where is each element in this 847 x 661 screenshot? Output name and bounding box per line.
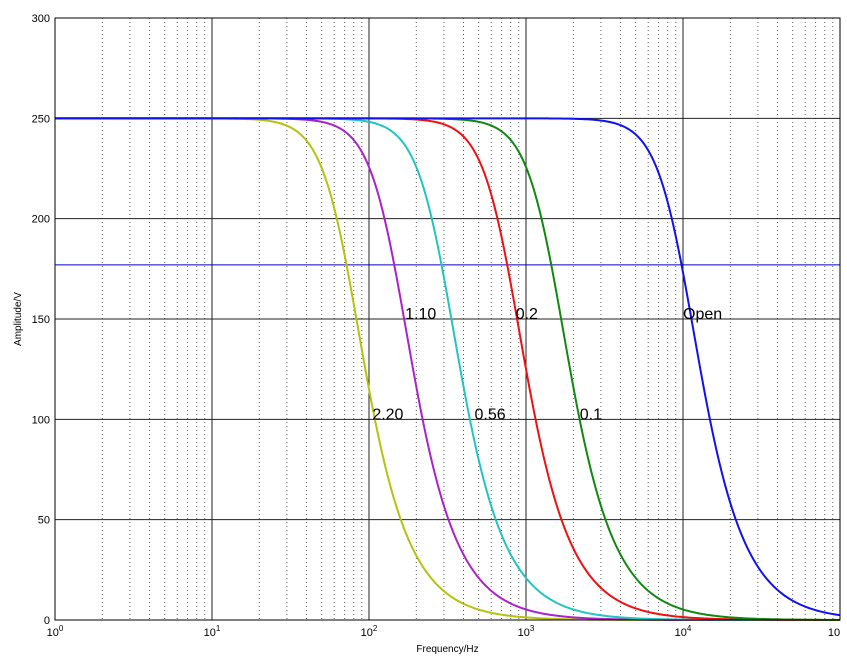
curve-label-1-10: 1.10: [405, 306, 436, 323]
series-layer: [55, 117, 841, 621]
curve-annotations: 2.20 1.10 0.56 0.2 0.1 Open: [372, 306, 722, 423]
series-line-Open: [55, 117, 841, 617]
x-tick-label: 102: [361, 624, 378, 639]
y-tick-label: 50: [38, 515, 50, 527]
y-tick-label: 0: [44, 615, 50, 627]
x-tick-label: 103: [518, 624, 535, 639]
y-tick-label: 100: [32, 414, 50, 426]
y-tick-label: 150: [32, 314, 50, 326]
plot-frame: [54, 17, 841, 621]
y-tick-label: 250: [32, 113, 50, 125]
curve-label-0-1: 0.1: [580, 406, 602, 423]
y-tick-label: 200: [32, 214, 50, 226]
curve-label-Open: Open: [683, 306, 722, 323]
x-tick-label: 10: [828, 627, 840, 639]
tick-labels: 0 50 100 150 200 250 300 100 101 102 103 104 10: [32, 13, 840, 639]
curve-label-0-2: 0.2: [516, 306, 538, 323]
x-tick-label: 101: [204, 624, 221, 639]
curve-label-2-20: 2.20: [372, 406, 403, 423]
curve-label-0-56: 0.56: [475, 406, 506, 423]
y-axis-title: Amplitude/V: [13, 292, 24, 346]
x-tick-label: 100: [47, 624, 64, 639]
y-tick-label: 300: [32, 13, 50, 25]
x-tick-label: 104: [675, 624, 692, 639]
x-axis-title: Frequency/Hz: [416, 644, 478, 655]
